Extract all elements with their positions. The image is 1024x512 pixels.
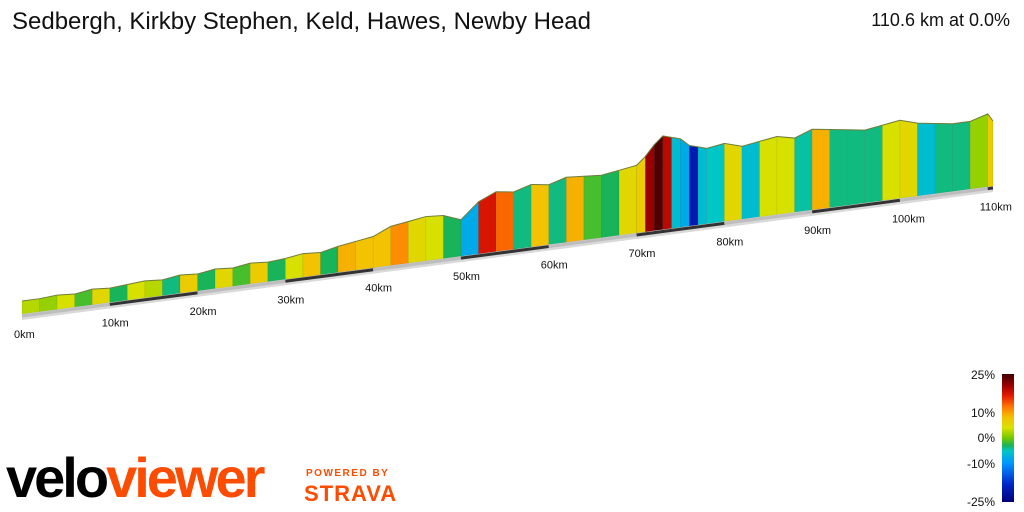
profile-segment (250, 261, 269, 285)
profile-segment (689, 145, 699, 227)
profile-segment (548, 176, 567, 245)
x-tick-label: 0km (14, 329, 35, 341)
profile-segment (443, 215, 462, 259)
profile-segment (811, 129, 830, 211)
profile-segment (847, 129, 866, 206)
km-band (987, 186, 994, 191)
km-band (21, 302, 110, 318)
profile-segment (759, 136, 778, 218)
profile-segment (302, 252, 321, 278)
profile-segment (320, 246, 339, 275)
km-band (899, 187, 988, 202)
x-tick-label: 40km (365, 283, 392, 295)
x-tick-label: 50km (453, 271, 480, 283)
profile-segment (706, 143, 725, 224)
profile-segment (969, 113, 988, 190)
profile-segment (618, 165, 637, 236)
profile-segment (214, 267, 233, 289)
profile-segment (653, 135, 664, 231)
x-tick-label: 70km (629, 248, 656, 260)
km-band (636, 221, 725, 237)
profile-segment (39, 294, 58, 312)
profile-segment (724, 143, 743, 222)
km-band (548, 233, 637, 249)
profile-segment (162, 274, 181, 296)
profile-segment (987, 113, 994, 187)
km-band (197, 279, 286, 295)
profile-segment (645, 144, 655, 233)
km-band (109, 291, 198, 306)
profile-segment (636, 155, 646, 234)
scale-label-min: -25% (966, 495, 995, 509)
x-tick-label: 10km (102, 317, 129, 329)
profile-segment (531, 184, 549, 248)
logo-part-velo: velo (6, 446, 109, 509)
profile-segment (934, 123, 953, 194)
route-summary: 110.6 km at 0.0% (871, 10, 1010, 30)
x-tick-label: 30km (277, 294, 304, 306)
profile-segment (197, 268, 216, 292)
scale-label-low: -10% (966, 457, 995, 471)
profile-segment (92, 287, 110, 305)
profile-segment (917, 122, 936, 197)
x-tick-label: 100km (892, 213, 925, 225)
logo-part-viewer: viewer (106, 446, 265, 509)
profile-segment (671, 137, 681, 229)
profile-segment (56, 293, 75, 310)
profile-segment (601, 170, 620, 238)
profile-segment (776, 136, 795, 215)
scale-label-max: 25% (970, 368, 995, 382)
powered-by-label: POWERED BY (306, 468, 390, 479)
profile-segment (478, 191, 497, 255)
scale-label-high: 10% (970, 406, 995, 420)
profile-segment (882, 120, 901, 201)
x-tick-label: 20km (190, 306, 217, 318)
profile-segment (179, 273, 198, 294)
profile-segment (794, 128, 813, 213)
profile-segment (952, 121, 971, 192)
profile-segment (355, 236, 374, 271)
scale-label-zero: 0% (977, 431, 995, 445)
route-title: Sedbergh, Kirkby Stephen, Keld, Hawes, N… (12, 8, 591, 35)
gradient-color-bar (1002, 374, 1014, 502)
veloviewer-logo: veloviewer (6, 446, 265, 510)
profile-segment (408, 216, 427, 264)
x-tick-label: 80km (716, 236, 743, 248)
profile-segment (864, 124, 883, 204)
strava-logo: STRAVA (304, 481, 398, 506)
km-band (285, 268, 374, 283)
km-band (372, 256, 462, 272)
profile-segment (495, 191, 514, 252)
profile-segment (899, 120, 918, 199)
profile-top-outline (21, 113, 994, 302)
profile-segment (390, 221, 409, 266)
profile-segment (741, 141, 760, 220)
x-tick-label: 90km (804, 225, 831, 237)
x-tick-label: 60km (541, 260, 568, 272)
km-band (811, 198, 901, 214)
km-band (724, 210, 813, 225)
profile-segment (680, 138, 690, 228)
profile-segment (232, 262, 251, 287)
profile-segment (697, 146, 707, 226)
profile-segment (662, 135, 672, 230)
km-band (460, 245, 549, 260)
profile-segment (144, 279, 163, 299)
profile-segment (566, 176, 585, 243)
profile-segment (425, 215, 444, 261)
profile-segment (372, 226, 391, 268)
profile-segment (460, 201, 479, 257)
profile-segment (583, 175, 602, 241)
x-tick-label: 110km (980, 202, 1012, 214)
profile-segment (513, 184, 532, 250)
profile-segment (829, 129, 848, 208)
